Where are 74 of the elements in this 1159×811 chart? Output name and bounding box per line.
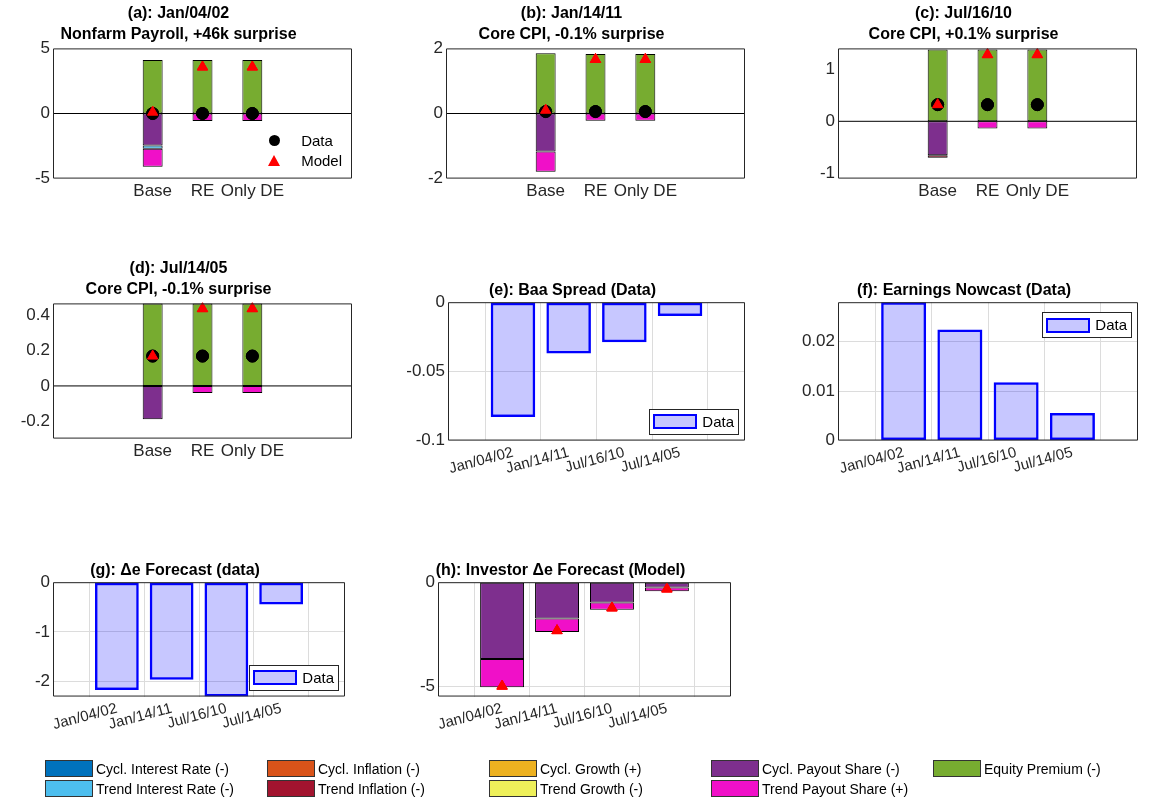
y-tick-label: -5	[34, 168, 50, 188]
legend-label: Trend Inflation (-)	[318, 780, 425, 797]
x-tick-label: RE	[975, 181, 1000, 201]
legend-label: Trend Payout Share (+)	[762, 780, 909, 797]
y-tick-label: 2	[433, 38, 443, 58]
x-tick-label: Base	[133, 181, 173, 201]
y-tick-label: 5	[40, 38, 50, 58]
legend-label: Cycl. Interest Rate (-)	[96, 760, 230, 777]
x-tick-label: Only DE	[220, 441, 284, 461]
chart-title: (g): Δe Forecast (data)	[90, 561, 260, 579]
point	[196, 60, 209, 71]
chart-subtitle: Nonfarm Payroll, +46k surprise	[60, 25, 297, 43]
bar	[881, 302, 927, 441]
bar	[993, 382, 1039, 441]
legend-label: Cycl. Inflation (-)	[318, 760, 420, 777]
legend-label: Data	[301, 130, 333, 151]
point	[146, 105, 159, 116]
chart-title: (b): Jan/14/11	[520, 4, 623, 22]
chart-title: (c): Jul/16/10	[915, 4, 1013, 22]
bar	[1049, 412, 1095, 441]
y-tick-label: 0.4	[26, 305, 50, 325]
legend-label: Model	[301, 150, 342, 171]
y-tick-label: 0	[435, 291, 445, 311]
y-tick-label: -0.2	[20, 410, 50, 430]
legend-label: Trend Growth (-)	[540, 780, 643, 797]
chart-title: (f): Earnings Nowcast (Data)	[856, 281, 1072, 299]
y-tick-label: -2	[427, 168, 443, 188]
legend-label: Data	[302, 667, 334, 688]
point	[606, 601, 618, 612]
legend-label: Equity Premium (-)	[984, 760, 1101, 777]
x-tick-label: RE	[190, 441, 215, 461]
y-tick-label: -1	[34, 621, 50, 641]
chart-title: (h): Investor Δe Forecast (Model)	[435, 561, 686, 579]
point	[246, 60, 259, 71]
point	[496, 679, 508, 690]
y-tick-label: -2	[34, 671, 50, 691]
legend-label: Trend Interest Rate (-)	[96, 780, 234, 797]
x-tick-label: RE	[583, 181, 608, 201]
bar	[937, 329, 983, 441]
x-tick-label: Base	[133, 441, 173, 461]
y-tick-label: 0	[825, 430, 835, 450]
legend-label: Data	[702, 411, 734, 432]
y-tick-label: 0	[825, 111, 835, 130]
legend-label: Cycl. Payout Share (-)	[762, 760, 900, 777]
y-tick-label: 0.2	[26, 340, 50, 360]
y-tick-label: -1	[819, 163, 835, 183]
x-tick-label: RE	[190, 181, 215, 201]
y-tick-label: -5	[419, 675, 435, 695]
chart-subtitle: Core CPI, -0.1% surprise	[85, 280, 272, 298]
point	[196, 107, 209, 120]
y-tick-label: -0.1	[415, 430, 445, 450]
point	[245, 107, 259, 120]
y-tick-label: 0	[40, 375, 50, 395]
x-tick-label: Only DE	[1005, 181, 1069, 201]
chart-title: (e): Baa Spread (Data)	[488, 281, 657, 299]
y-tick-label: 0	[433, 103, 443, 123]
legend-label: Cycl. Growth (+)	[540, 760, 642, 777]
x-tick-label: Base	[918, 181, 958, 201]
chart-title: (d): Jul/14/05	[129, 259, 228, 277]
chart-title: (a): Jan/04/02	[127, 4, 230, 22]
y-tick-label: 0	[40, 571, 50, 591]
x-tick-label: Base	[526, 181, 566, 201]
y-tick-label: 1	[825, 58, 835, 78]
y-tick-label: 0	[40, 103, 50, 123]
chart-subtitle: Core CPI, +0.1% surprise	[868, 25, 1059, 43]
x-tick-label: Only DE	[613, 181, 677, 201]
y-tick-label: 0.01	[801, 380, 835, 400]
y-tick-label: 0	[425, 571, 435, 591]
chart-subtitle: Core CPI, -0.1% surprise	[478, 25, 665, 43]
point	[661, 582, 673, 593]
legend-label: Data	[1095, 315, 1127, 336]
y-tick-label: 0.02	[801, 331, 835, 351]
x-tick-label: Only DE	[220, 181, 284, 201]
y-tick-label: -0.05	[406, 361, 445, 381]
